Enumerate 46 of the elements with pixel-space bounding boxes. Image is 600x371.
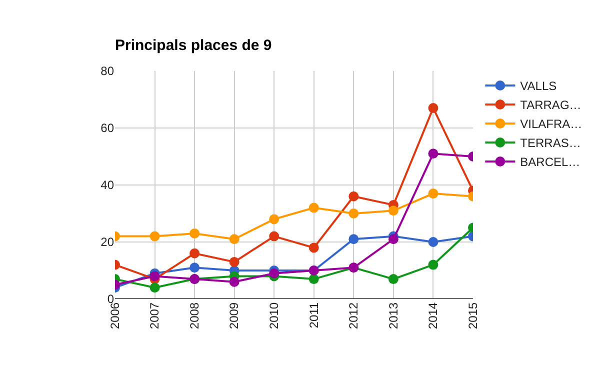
point (150, 282, 160, 293)
legend-label: VILAFRA… (520, 117, 582, 132)
point (428, 148, 438, 159)
point (348, 234, 359, 244)
point (269, 214, 280, 224)
point (348, 208, 359, 218)
x-tick-label: 2009 (227, 302, 242, 330)
x-tick-label: 2006 (108, 302, 122, 330)
x-tick-label: 2014 (426, 302, 440, 330)
legend-label: TERRAS… (520, 136, 581, 150)
point (428, 237, 438, 247)
y-tick-label: 40 (100, 178, 114, 192)
point (190, 262, 200, 273)
x-tick-label: 2007 (148, 302, 162, 330)
point (348, 191, 359, 202)
point (428, 188, 438, 199)
legend-label: BARCEL… (520, 155, 580, 170)
point (308, 202, 319, 213)
point (308, 274, 319, 284)
x-tick-label: 2013 (386, 302, 400, 330)
point (190, 248, 200, 258)
x-tick-label: 2008 (187, 302, 202, 330)
point (269, 231, 280, 242)
point (308, 242, 319, 253)
point (388, 206, 398, 216)
x-tick-label: 2012 (346, 302, 361, 330)
point (229, 234, 240, 244)
y-tick-label: 20 (100, 235, 114, 250)
point (150, 271, 160, 282)
x-tick-label: 2011 (306, 302, 321, 328)
y-tick-label: 80 (100, 64, 114, 78)
legend-label: VALLS (520, 79, 557, 94)
point (229, 256, 240, 267)
chart-title: Principals places de 9 (115, 36, 272, 54)
x-tick-label: 2015 (466, 302, 480, 330)
point (229, 276, 240, 287)
x-tick-label: 2010 (267, 302, 282, 330)
y-tick-label: 60 (100, 121, 114, 136)
point (269, 268, 280, 278)
point (150, 231, 160, 242)
legend-label: TARRAG… (520, 98, 582, 112)
point (428, 103, 438, 114)
point (428, 260, 438, 270)
point (190, 228, 200, 238)
point (388, 234, 398, 244)
point (388, 274, 398, 284)
